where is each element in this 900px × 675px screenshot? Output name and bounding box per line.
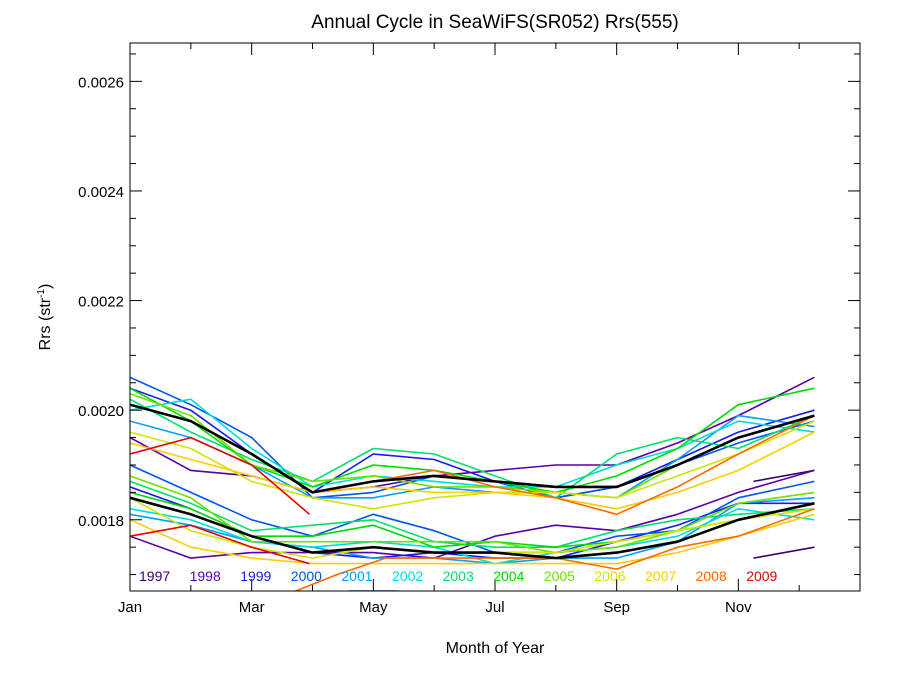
x-tick-label: Nov [725, 599, 752, 616]
legend-entry-2001: 2001 [341, 568, 372, 584]
y-tick-label: 0.0018 [78, 513, 124, 530]
series-line-13 [130, 398, 815, 499]
x-tick-label: Jul [485, 599, 504, 616]
mean-line-28 [130, 496, 815, 560]
legend-entry-2006: 2006 [594, 568, 625, 584]
x-axis-title: Month of Year [446, 640, 545, 657]
series-line-26 [130, 524, 310, 565]
y-tick-label: 0.0020 [78, 403, 124, 420]
mean-line-27 [130, 403, 815, 494]
series-line-3 [130, 469, 815, 559]
legend-entry-1997: 1997 [139, 568, 170, 584]
x-axis: Jan Mar May Jul Sep Nov [118, 43, 800, 616]
chart-title: Annual Cycle in SeaWiFS(SR052) Rrs(555) [311, 12, 678, 33]
y-axis-title-tail: ) [37, 284, 54, 289]
legend-entry-2004: 2004 [493, 568, 524, 584]
series-line-10 [130, 497, 815, 565]
series-line-12 [130, 507, 815, 565]
y-tick-label: 0.0022 [78, 294, 124, 311]
series-line-22 [130, 513, 815, 565]
series-line-11 [130, 398, 815, 488]
legend: 1997 1998 1999 2000 2001 2002 2003 2004 2005 2006… [139, 568, 778, 584]
legend-entry-1998: 1998 [190, 568, 221, 584]
series-line-1 [753, 469, 815, 483]
series-line-0 [753, 546, 815, 559]
legend-entry-2000: 2000 [291, 568, 322, 584]
legend-entry-2007: 2007 [645, 568, 676, 584]
series-line-25 [130, 436, 311, 515]
y-axis-title-main: Rrs (str [37, 297, 54, 350]
y-axis-title: Rrs (str-1) [36, 284, 54, 351]
y-tick-label: 0.0026 [78, 74, 124, 91]
x-tick-label: Sep [603, 599, 630, 616]
series-line-21 [130, 431, 815, 510]
y-tick-label: 0.0024 [78, 184, 124, 201]
legend-entry-2009: 2009 [746, 568, 777, 584]
plot-lines [130, 376, 815, 591]
x-tick-label: May [359, 599, 388, 616]
y-axis-title-superscript: -1 [36, 289, 47, 298]
x-tick-label: Jan [118, 599, 142, 616]
legend-entry-2003: 2003 [443, 568, 474, 584]
legend-entry-2002: 2002 [392, 568, 423, 584]
series-line-23 [312, 414, 815, 516]
legend-entry-2008: 2008 [696, 568, 727, 584]
series-line-18 [130, 475, 815, 554]
legend-entry-1999: 1999 [240, 568, 271, 584]
y-axis: 0.0018 0.0020 0.0022 0.0024 0.0026 [78, 53, 860, 576]
legend-entry-2005: 2005 [544, 568, 575, 584]
series-line-2 [130, 376, 815, 494]
x-tick-label: Mar [239, 599, 265, 616]
plot-frame [129, 42, 861, 592]
series-line-17 [130, 392, 815, 499]
series-line-4 [130, 387, 815, 499]
series-line-24 [293, 508, 815, 591]
series-line-19 [130, 420, 815, 510]
